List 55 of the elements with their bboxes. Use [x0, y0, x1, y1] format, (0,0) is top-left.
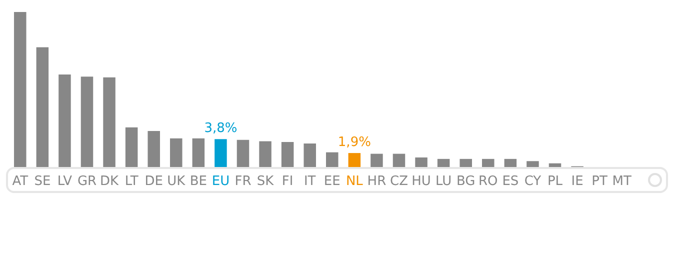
- x-tick-label: FR: [234, 174, 252, 189]
- bar: [437, 158, 450, 167]
- bar: [548, 163, 562, 167]
- x-tick-label: SK: [256, 174, 274, 189]
- bar: [281, 142, 294, 167]
- x-tick-label: PL: [547, 174, 564, 189]
- x-tick-label: EE: [324, 174, 340, 189]
- bar: [392, 154, 406, 167]
- bar: [214, 139, 227, 167]
- x-tick-label: DE: [144, 174, 163, 189]
- x-tick-label: HU: [412, 174, 431, 189]
- bar: [236, 140, 250, 167]
- x-tick-label: FI: [282, 174, 294, 189]
- bar: [304, 143, 316, 167]
- bar: [192, 138, 205, 167]
- bar: [36, 47, 49, 167]
- bar: [103, 77, 116, 167]
- x-tick-label: IT: [304, 174, 316, 189]
- bar: [415, 157, 428, 167]
- bar: [14, 12, 26, 167]
- bar: [170, 138, 182, 167]
- bar: [80, 76, 94, 167]
- x-tick-label: IE: [571, 174, 584, 189]
- x-tick-label: GR: [77, 174, 97, 189]
- bar: [526, 161, 539, 167]
- x-tick-label: MT: [612, 174, 632, 189]
- bar: [58, 74, 71, 167]
- bar: [460, 158, 472, 167]
- bar: [259, 141, 272, 167]
- x-tick-label: HR: [367, 174, 386, 189]
- x-tick-label: SE: [34, 174, 51, 189]
- x-tick-label: CZ: [390, 174, 408, 189]
- x-tick-label: NL: [346, 174, 364, 189]
- data-label: 3,8%: [204, 121, 238, 136]
- data-label: 1,9%: [338, 135, 371, 150]
- x-tick-label: LT: [124, 174, 138, 189]
- x-tick-label: EU: [212, 174, 230, 189]
- x-tick-label: UK: [167, 174, 186, 189]
- bar: [326, 152, 338, 167]
- x-tick-label: AT: [12, 174, 28, 189]
- bar: [148, 131, 160, 167]
- x-tick-label: CY: [524, 174, 542, 189]
- x-tick-label: LV: [57, 174, 72, 189]
- bar: [504, 158, 517, 167]
- x-tick-label: ES: [502, 174, 519, 189]
- x-tick-label: BE: [190, 174, 207, 189]
- bar: [348, 153, 361, 167]
- x-tick-label: PT: [592, 174, 608, 189]
- bar: [125, 127, 138, 167]
- x-tick-label: BG: [456, 174, 476, 189]
- bar: [482, 158, 494, 167]
- x-tick-label: RO: [478, 174, 498, 189]
- bar: [370, 154, 383, 167]
- x-tick-label: LU: [436, 174, 452, 189]
- x-tick-label: DK: [100, 174, 120, 189]
